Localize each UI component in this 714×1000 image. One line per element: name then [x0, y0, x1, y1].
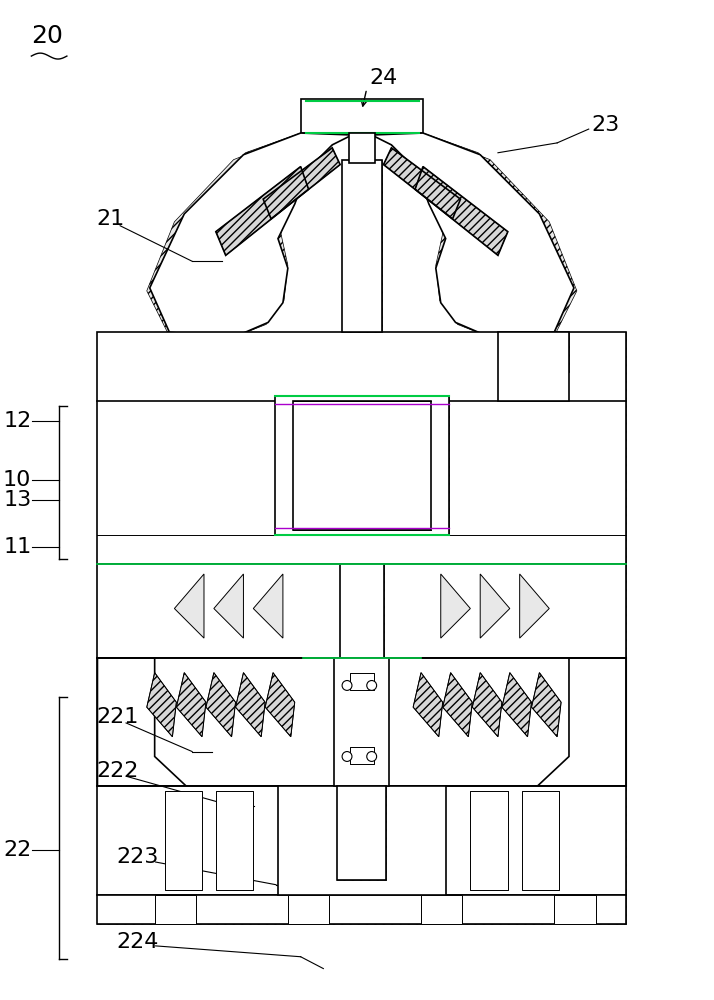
Bar	[431, 396, 448, 535]
Polygon shape	[520, 574, 549, 638]
Polygon shape	[473, 673, 502, 737]
Text: 13: 13	[3, 490, 31, 510]
Polygon shape	[206, 673, 236, 737]
Polygon shape	[155, 564, 303, 658]
Text: 22: 22	[3, 840, 31, 860]
Text: 12: 12	[3, 411, 31, 431]
Bar	[97, 895, 626, 924]
Text: 20: 20	[31, 24, 64, 48]
Bar	[498, 332, 569, 401]
Bar	[97, 658, 626, 786]
Circle shape	[367, 752, 376, 761]
Bar	[350, 747, 373, 764]
Text: 23: 23	[592, 115, 620, 135]
Bar	[569, 564, 626, 658]
Bar	[97, 786, 626, 895]
Bar	[275, 396, 448, 535]
Polygon shape	[253, 574, 283, 638]
Bar	[275, 396, 293, 535]
Bar	[97, 332, 626, 564]
Polygon shape	[448, 332, 569, 564]
Polygon shape	[441, 574, 471, 638]
Bar	[216, 791, 253, 890]
Polygon shape	[373, 133, 577, 339]
Bar	[293, 401, 431, 530]
Bar	[216, 791, 253, 890]
Text: 222: 222	[96, 761, 139, 781]
Bar	[350, 673, 373, 690]
Bar	[278, 786, 446, 895]
Text: 221: 221	[96, 707, 139, 727]
Bar	[288, 895, 329, 924]
Bar	[554, 895, 595, 924]
Bar	[421, 895, 463, 924]
Text: 24: 24	[370, 68, 398, 88]
Bar	[471, 791, 508, 890]
Bar	[498, 332, 569, 372]
Bar	[340, 564, 383, 658]
Bar	[164, 791, 202, 890]
Polygon shape	[383, 148, 461, 219]
Polygon shape	[502, 673, 531, 737]
Text: 10: 10	[3, 470, 31, 490]
Bar	[97, 564, 155, 658]
Bar	[164, 791, 202, 890]
Polygon shape	[538, 658, 626, 786]
Polygon shape	[174, 574, 204, 638]
Text: 11: 11	[3, 537, 31, 557]
Polygon shape	[415, 167, 508, 255]
Polygon shape	[421, 564, 569, 658]
Polygon shape	[263, 148, 340, 219]
Bar	[350, 673, 373, 690]
Polygon shape	[147, 673, 176, 737]
Bar	[349, 133, 375, 163]
Bar	[334, 658, 389, 786]
Polygon shape	[214, 574, 243, 638]
Bar	[97, 332, 155, 564]
Text: 21: 21	[96, 209, 125, 229]
Bar	[554, 895, 595, 924]
Bar	[471, 791, 508, 890]
Polygon shape	[413, 673, 443, 737]
Text: 224: 224	[116, 932, 159, 952]
Bar	[97, 564, 626, 658]
Bar	[342, 160, 381, 332]
Bar	[288, 895, 329, 924]
Polygon shape	[176, 673, 206, 737]
Polygon shape	[443, 673, 473, 737]
Circle shape	[342, 681, 352, 690]
Text: 223: 223	[116, 847, 159, 867]
Bar	[522, 791, 559, 890]
Bar	[522, 791, 559, 890]
Polygon shape	[265, 673, 295, 737]
Bar	[155, 895, 196, 924]
Bar	[155, 895, 196, 924]
Bar	[337, 786, 386, 880]
Bar	[97, 786, 626, 895]
Polygon shape	[147, 133, 350, 339]
Bar	[301, 99, 423, 133]
Polygon shape	[155, 332, 275, 564]
Bar	[337, 786, 386, 880]
Bar	[340, 564, 383, 658]
Polygon shape	[150, 133, 352, 337]
Polygon shape	[216, 167, 308, 255]
Bar	[350, 747, 373, 764]
Bar	[421, 895, 463, 924]
Polygon shape	[531, 673, 561, 737]
Circle shape	[342, 752, 352, 761]
Bar	[342, 160, 381, 332]
Bar	[569, 332, 626, 564]
Circle shape	[367, 681, 376, 690]
Polygon shape	[372, 133, 574, 337]
Polygon shape	[236, 673, 265, 737]
Bar	[97, 895, 626, 924]
Polygon shape	[97, 658, 186, 786]
Polygon shape	[481, 574, 510, 638]
